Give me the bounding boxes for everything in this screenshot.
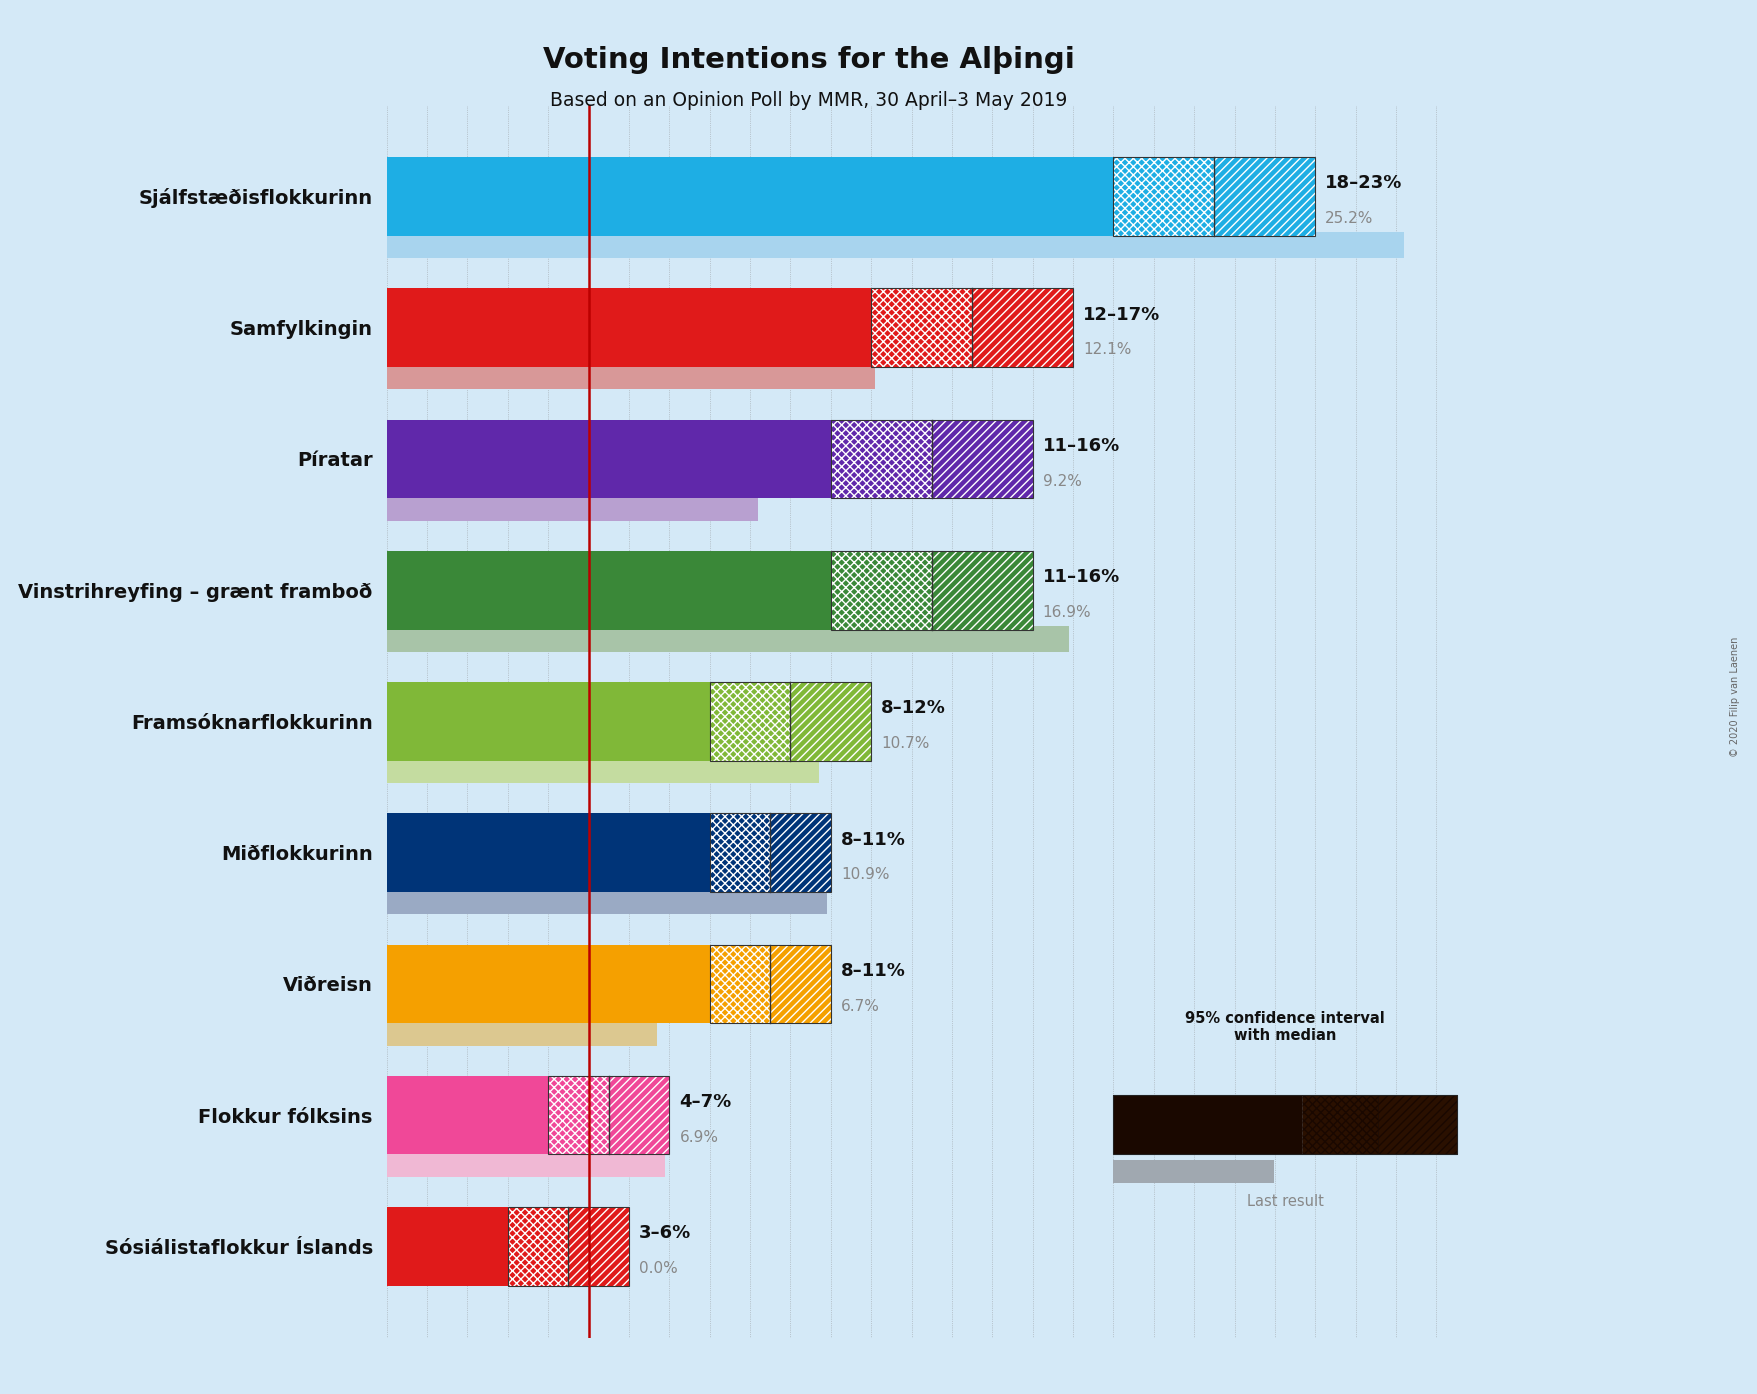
Text: 9.2%: 9.2% (1042, 474, 1081, 489)
Text: 4–7%: 4–7% (678, 1093, 731, 1111)
Bar (387, 757, 819, 783)
Bar (387, 1150, 664, 1177)
Bar (1377, 1096, 1457, 1154)
Text: 6.9%: 6.9% (678, 1131, 719, 1144)
Bar (791, 682, 871, 761)
Bar (608, 1076, 669, 1154)
Bar (931, 551, 1031, 630)
Text: 6.7%: 6.7% (840, 998, 878, 1013)
Bar (710, 682, 791, 761)
Text: 0.0%: 0.0% (640, 1262, 678, 1276)
Bar (387, 1019, 657, 1046)
Bar (1112, 1096, 1302, 1154)
Text: 10.7%: 10.7% (880, 736, 929, 751)
Bar (710, 813, 770, 892)
Bar (548, 1076, 669, 1154)
Bar (831, 551, 1031, 630)
Bar (831, 551, 931, 630)
Bar (387, 682, 710, 761)
Text: Last result: Last result (1246, 1193, 1323, 1209)
Bar (608, 1076, 669, 1154)
Text: 8–11%: 8–11% (840, 831, 905, 849)
Bar (931, 551, 1031, 630)
Bar (710, 682, 791, 761)
Bar (387, 158, 1112, 236)
Bar (1112, 1160, 1274, 1184)
Bar (508, 1207, 629, 1285)
Bar (387, 362, 875, 389)
Bar (831, 551, 931, 630)
Bar (387, 945, 710, 1023)
Bar (387, 1076, 548, 1154)
Bar (1112, 158, 1214, 236)
Bar (831, 420, 931, 498)
Bar (710, 945, 831, 1023)
Bar (1302, 1096, 1377, 1154)
Text: Based on an Opinion Poll by MMR, 30 April–3 May 2019: Based on an Opinion Poll by MMR, 30 Apri… (550, 91, 1066, 110)
Bar (770, 945, 831, 1023)
Bar (931, 420, 1031, 498)
Bar (387, 289, 871, 367)
Bar (710, 945, 770, 1023)
Bar (387, 888, 826, 914)
Bar (1214, 158, 1314, 236)
Bar (568, 1207, 629, 1285)
Bar (710, 682, 871, 761)
Text: 8–12%: 8–12% (880, 700, 945, 718)
Bar (770, 813, 831, 892)
Bar (770, 813, 831, 892)
Text: 8–11%: 8–11% (840, 962, 905, 980)
Text: © 2020 Filip van Laenen: © 2020 Filip van Laenen (1729, 637, 1739, 757)
Bar (791, 682, 871, 761)
Bar (972, 289, 1072, 367)
Bar (387, 551, 831, 630)
Bar (871, 289, 972, 367)
Bar (387, 420, 831, 498)
Text: Voting Intentions for the Alþingi: Voting Intentions for the Alþingi (543, 46, 1074, 74)
Text: 16.9%: 16.9% (1042, 605, 1091, 620)
Bar (387, 1207, 508, 1285)
Bar (972, 289, 1072, 367)
Bar (387, 813, 710, 892)
Text: 11–16%: 11–16% (1042, 436, 1119, 454)
Text: 3–6%: 3–6% (640, 1224, 691, 1242)
Text: 12–17%: 12–17% (1082, 305, 1160, 323)
Text: 95% confidence interval
with median: 95% confidence interval with median (1184, 1011, 1385, 1043)
Bar (508, 1207, 568, 1285)
Bar (1112, 158, 1314, 236)
Bar (871, 289, 1072, 367)
Bar (508, 1207, 568, 1285)
Text: 11–16%: 11–16% (1042, 567, 1119, 585)
Text: 10.9%: 10.9% (840, 867, 889, 882)
Text: 25.2%: 25.2% (1325, 212, 1372, 226)
Bar (387, 626, 1068, 652)
Bar (710, 813, 831, 892)
Bar (710, 813, 770, 892)
Bar (548, 1076, 608, 1154)
Bar (831, 420, 931, 498)
Bar (568, 1207, 629, 1285)
Text: 12.1%: 12.1% (1082, 343, 1132, 357)
Bar (387, 231, 1404, 258)
Bar (1112, 158, 1214, 236)
Bar (770, 945, 831, 1023)
Bar (931, 420, 1031, 498)
Bar (710, 945, 770, 1023)
Bar (387, 495, 757, 520)
Bar (548, 1076, 608, 1154)
Bar (1214, 158, 1314, 236)
Text: 18–23%: 18–23% (1325, 174, 1402, 192)
Bar (1112, 1096, 1457, 1154)
Bar (831, 420, 1031, 498)
Bar (871, 289, 972, 367)
